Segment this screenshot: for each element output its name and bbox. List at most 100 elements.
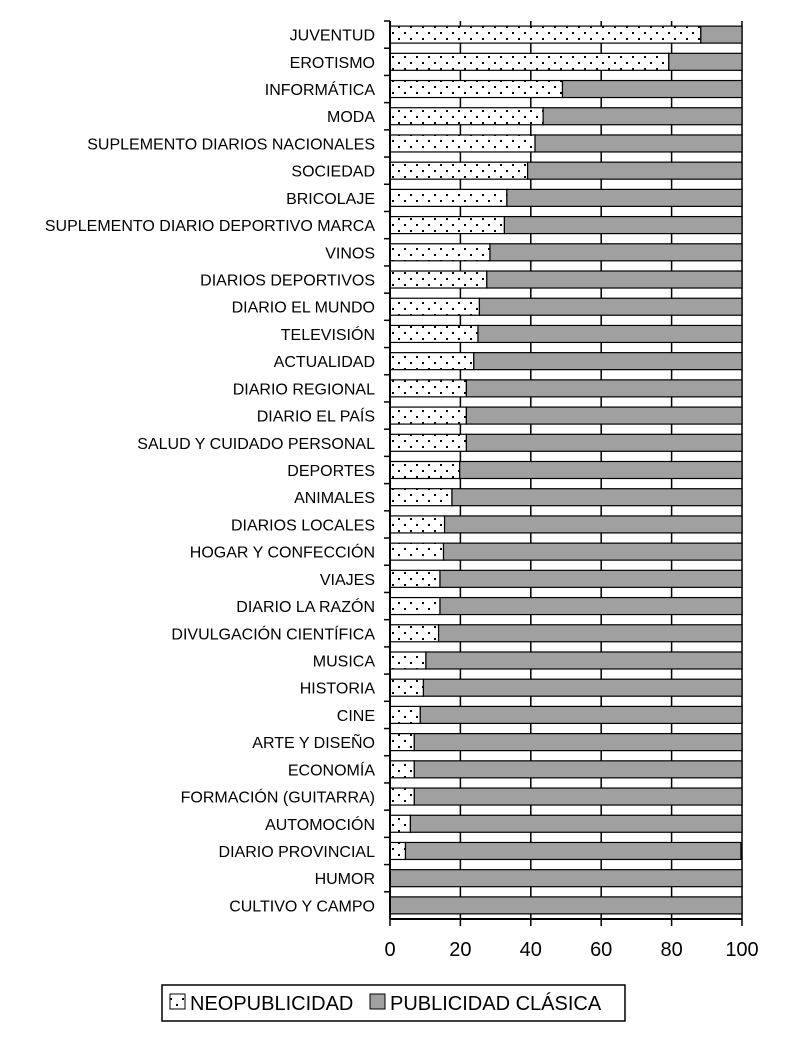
bar-neopublicidad: [389, 596, 441, 616]
bars: [389, 25, 743, 915]
bar-publicidad-clasica: [413, 760, 743, 779]
bar-publicidad-clasica: [527, 161, 743, 180]
bar-neopublicidad: [389, 705, 421, 725]
category-labels: JUVENTUD EROTISMO INFORMÁTICA MODA SUPLEMENT…: [45, 28, 375, 916]
category-label: DEPORTES: [287, 463, 375, 480]
category-label: HISTORIA: [300, 681, 376, 698]
category-label: DIARIOS LOCALES: [231, 517, 375, 534]
category-label: ECONOMÍA: [288, 760, 375, 779]
bar-publicidad-clasica: [700, 25, 743, 44]
x-tick-label: 80: [660, 939, 682, 961]
bar-publicidad-clasica: [425, 651, 743, 670]
bar-publicidad-clasica: [668, 52, 743, 71]
bar-publicidad-clasica: [534, 134, 743, 153]
category-label: DIVULGACIÓN CIENTÍFICA: [171, 624, 375, 643]
bar-publicidad-clasica: [439, 596, 743, 616]
bar-neopublicidad: [389, 460, 461, 480]
category-label: SOCIEDAD: [291, 164, 375, 181]
bar-neopublicidad: [389, 733, 415, 752]
bar-neopublicidad: [389, 79, 564, 99]
bar-publicidad-clasica: [503, 215, 743, 235]
bar-neopublicidad: [389, 624, 440, 643]
category-label: VIAJES: [320, 572, 375, 589]
bar-neopublicidad: [389, 352, 475, 371]
bar-neopublicidad: [389, 515, 446, 534]
bar-neopublicidad: [389, 814, 412, 833]
bar-publicidad-clasica: [437, 624, 743, 643]
bar-neopublicidad: [389, 651, 427, 670]
bar-publicidad-clasica: [465, 433, 743, 452]
legend-label-neopublicidad: NEOPUBLICIDAD: [190, 993, 353, 1015]
x-tick-labels: 0 20 40 60 80 100: [384, 939, 758, 961]
bar-publicidad-clasica: [465, 406, 743, 425]
category-label: DIARIO EL MUNDO: [232, 300, 375, 317]
bar-neopublicidad: [389, 25, 702, 44]
category-label: VINOS: [325, 245, 375, 262]
bar-neopublicidad: [389, 379, 467, 398]
category-label: DIARIO PROVINCIAL: [219, 844, 376, 861]
bar-neopublicidad: [389, 161, 529, 180]
bar-publicidad-clasica: [542, 107, 743, 126]
bar-publicidad-clasica: [439, 569, 743, 588]
bar-neopublicidad: [389, 569, 441, 588]
bar-publicidad-clasica: [404, 841, 742, 861]
category-label: DIARIO REGIONAL: [233, 381, 375, 398]
bar-neopublicidad: [389, 406, 467, 425]
bar-neopublicidad: [389, 188, 508, 207]
bar-publicidad-clasica: [413, 733, 743, 752]
x-tick-label: 100: [725, 939, 758, 961]
bar-neopublicidad: [389, 787, 415, 806]
bar-publicidad-clasica: [443, 515, 743, 534]
legend-label-publicidad-clasica: PUBLICIDAD CLÁSICA: [390, 992, 602, 1015]
bar-publicidad-clasica: [419, 705, 743, 725]
category-label: TELEVISIÓN: [281, 325, 375, 344]
bar-neopublicidad: [389, 134, 536, 153]
category-label: INFORMÁTICA: [265, 80, 376, 99]
category-label: SUPLEMENTO DIARIO DEPORTIVO MARCA: [45, 218, 375, 235]
x-tick-label: 0: [384, 939, 395, 961]
bar-publicidad-clasica: [506, 188, 743, 207]
bar-neopublicidad: [389, 841, 407, 861]
bar-publicidad-clasica: [459, 460, 743, 480]
category-label: ANIMALES: [294, 490, 375, 507]
category-label: DIARIOS DEPORTIVOS: [200, 273, 375, 290]
bar-neopublicidad: [389, 324, 479, 344]
category-label: EROTISMO: [290, 55, 375, 72]
bar-neopublicidad: [389, 542, 445, 561]
category-label: HOGAR Y CONFECCIÓN: [190, 543, 375, 562]
legend-box: [161, 984, 626, 1022]
bar-publicidad-clasica: [465, 379, 743, 398]
x-tick-label: 20: [449, 939, 471, 961]
bar-publicidad-clasica: [486, 270, 743, 289]
category-label: SUPLEMENTO DIARIOS NACIONALES: [87, 136, 375, 153]
category-label: DIARIO LA RAZÓN: [236, 597, 375, 616]
x-tick-label: 40: [520, 939, 542, 961]
bar-neopublicidad: [389, 297, 481, 316]
bar-neopublicidad: [389, 107, 544, 126]
bar-neopublicidad: [389, 488, 453, 507]
bar-neopublicidad: [389, 270, 488, 289]
x-tick-label: 60: [590, 939, 612, 961]
bar-publicidad-clasica: [473, 352, 743, 371]
legend-swatch-neopublicidad: [169, 993, 186, 1010]
bar-publicidad-clasica: [561, 79, 743, 99]
legend: NEOPUBLICIDAD PUBLICIDAD CLÁSICA: [161, 984, 626, 1022]
bar-neopublicidad: [389, 760, 415, 779]
category-label: CULTIVO Y CAMPO: [229, 898, 375, 915]
bar-publicidad-clasica: [477, 324, 743, 344]
category-label: ACTUALIDAD: [274, 354, 375, 371]
bar-publicidad-clasica: [451, 488, 743, 507]
bar-neopublicidad: [389, 243, 491, 262]
category-label: HUMOR: [315, 871, 375, 888]
category-label: ARTE Y DISEÑO: [252, 732, 375, 752]
bar-publicidad-clasica: [478, 297, 743, 316]
category-label: MUSICA: [313, 653, 376, 670]
category-label: AUTOMOCIÓN: [265, 815, 375, 834]
bar-neopublicidad: [389, 678, 425, 697]
bar-publicidad-clasica: [413, 787, 743, 806]
bar-neopublicidad: [389, 215, 506, 235]
category-label: DIARIO EL PAÍS: [257, 407, 375, 426]
axes: [384, 20, 743, 926]
bar-publicidad-clasica: [389, 896, 743, 915]
